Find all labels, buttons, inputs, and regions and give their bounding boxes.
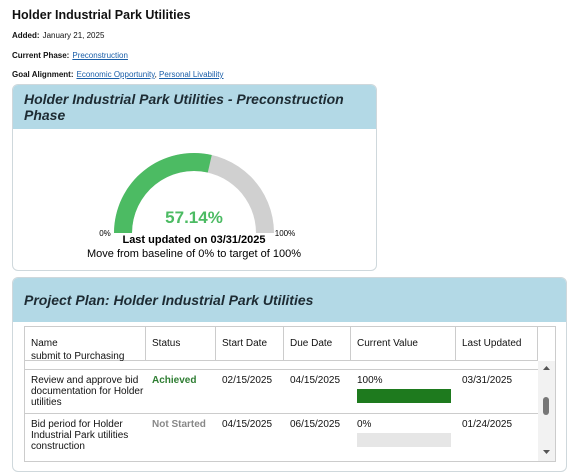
cell-name: submit to Purchasing [31,351,125,362]
meta-label: Goal Alignment: [12,70,74,79]
row-divider [25,413,538,414]
cell-current-value: 100% [357,375,383,386]
gauge-note: Move from baseline of 0% to target of 10… [87,248,301,260]
cell-current-value: 0% [357,419,372,430]
meta-link[interactable]: Preconstruction [72,51,128,60]
column-header: Current Value [351,327,456,361]
column-header: Last Updated [456,327,538,361]
gauge: 57.14% 0% 100% Last updated on 03/31/2025 Mo… [87,153,301,260]
card-title: Holder Industrial Park Utilities - Preco… [13,85,376,129]
column-header: Status [146,327,216,361]
cell-name: Bid period for Holder Industrial Park ut… [31,419,129,452]
scrollbar-icons [543,366,550,454]
cell-due: 06/15/2025 [290,419,341,430]
meta-label: Current Phase: [12,51,70,60]
meta-link[interactable]: Economic Opportunity [76,70,155,79]
page-title: Holder Industrial Park Utilities [12,8,191,22]
column-header: Start Date [216,327,284,361]
cell-updated: 03/31/2025 [462,375,513,386]
gauge-fill [114,153,212,233]
row-divider [25,369,538,370]
progress-track [357,433,451,447]
cell-name: Review and approve bid documentation for… [31,375,144,408]
meta-label: Added: [12,31,40,40]
column-header: Due Date [284,327,351,361]
meta-link[interactable]: Personal Livability [159,70,224,79]
cell-due: 04/15/2025 [290,375,341,386]
cell-status: Achieved [152,375,197,386]
gauge-min: 0% [99,229,111,238]
card-title: Project Plan: Holder Industrial Park Uti… [13,278,566,322]
plan-card: Project Plan: Holder Industrial Park Uti… [12,277,567,472]
cell-start: 02/15/2025 [222,375,273,386]
gauge-value: 57.14% [165,208,223,227]
gauge-max: 100% [275,229,295,238]
cell-start: 04/15/2025 [222,419,273,430]
meta-line: Added: January 21, 2025 [12,31,104,40]
cell-updated: 01/24/2025 [462,419,513,430]
scrollbar[interactable] [538,361,555,461]
progress-track [357,389,451,403]
gauge-updated: Last updated on 03/31/2025 [122,234,265,246]
column-header: Name [25,327,146,361]
meta-line: Goal Alignment: Economic Opportunity, Per… [12,70,224,79]
meta-value: January 21, 2025 [42,31,105,40]
cell-status: Not Started [152,419,206,430]
gauge-card: Holder Industrial Park Utilities - Preco… [12,84,377,271]
progress-fill [357,389,451,403]
meta-line: Current Phase: Preconstruction [12,51,128,60]
table: Name Status Start Date Due Date Current Valu… [24,326,556,462]
